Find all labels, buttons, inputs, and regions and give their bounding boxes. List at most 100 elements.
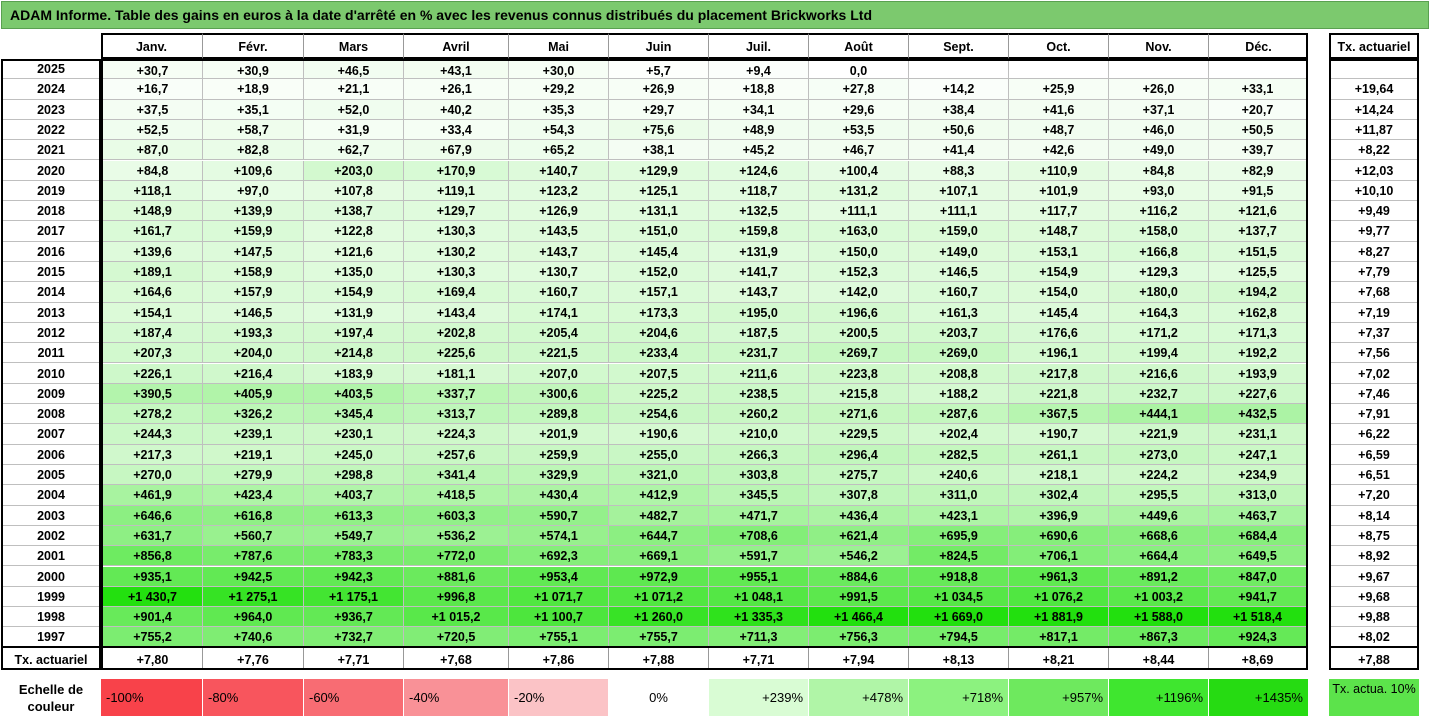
table-cell: +117,7 xyxy=(1008,201,1108,222)
table-cell: +224,2 xyxy=(1108,465,1208,486)
table-cell: +341,4 xyxy=(403,465,508,486)
table-cell: +214,8 xyxy=(303,343,403,364)
month-header: Sept. xyxy=(908,33,1008,59)
table-cell: +668,6 xyxy=(1108,525,1208,547)
table-cell: +166,8 xyxy=(1108,241,1208,262)
table-cell: +50,6 xyxy=(908,119,1008,141)
year-label: 2000 xyxy=(3,567,99,587)
table-cell: +901,4 xyxy=(103,607,202,628)
year-label: 2009 xyxy=(3,384,99,405)
table-cell: +211,6 xyxy=(708,363,808,384)
table-cell: +158,9 xyxy=(202,262,303,283)
table-cell: +111,1 xyxy=(908,201,1008,222)
year-label: 2003 xyxy=(3,506,99,526)
month-rate: +8,69 xyxy=(1208,648,1306,668)
table-cell: +46,5 xyxy=(303,61,403,80)
table-cell: +125,5 xyxy=(1208,262,1306,283)
year-rate: +6,22 xyxy=(1331,424,1417,445)
table-cell: +664,4 xyxy=(1108,546,1208,567)
table-cell: +171,3 xyxy=(1208,322,1306,344)
table-cell: +942,5 xyxy=(202,566,303,587)
table-cell: +817,1 xyxy=(1008,627,1108,646)
table-cell: +43,1 xyxy=(403,61,508,80)
table-cell: +130,3 xyxy=(403,262,508,283)
table-cell: +603,3 xyxy=(403,505,508,526)
table-cell: +755,2 xyxy=(103,627,202,646)
year-label: 2017 xyxy=(3,221,99,242)
table-cell: +205,4 xyxy=(508,322,608,344)
table-cell: +207,3 xyxy=(103,343,202,364)
year-label: 2018 xyxy=(3,201,99,222)
table-cell: +174,1 xyxy=(508,302,608,323)
month-rate: +7,88 xyxy=(608,648,708,668)
table-cell: +161,7 xyxy=(103,221,202,242)
year-label: 2019 xyxy=(3,181,99,202)
table-cell: +130,2 xyxy=(403,241,508,262)
table-cell: +217,8 xyxy=(1008,363,1108,384)
legend-swatch: +478% xyxy=(808,679,908,716)
table-cell: +367,5 xyxy=(1008,404,1108,425)
table-cell: +418,5 xyxy=(403,485,508,506)
table-cell: +153,1 xyxy=(1008,241,1108,262)
table-cell: +132,5 xyxy=(708,201,808,222)
table-cell: +118,1 xyxy=(103,180,202,202)
table-cell: +255,0 xyxy=(608,444,708,465)
year-rate: +9,67 xyxy=(1331,567,1417,587)
year-rate: +7,02 xyxy=(1331,364,1417,384)
table-cell: +1 071,2 xyxy=(608,586,708,608)
table-cell: +210,0 xyxy=(708,424,808,445)
table-cell: +161,3 xyxy=(908,302,1008,323)
year-rate: +7,37 xyxy=(1331,323,1417,344)
month-header: Juil. xyxy=(708,33,808,59)
table-cell: +867,3 xyxy=(1108,627,1208,646)
year-label: 2004 xyxy=(3,485,99,506)
table-cell: +756,3 xyxy=(808,627,908,646)
table-cell: +93,0 xyxy=(1108,180,1208,202)
year-rate: +7,68 xyxy=(1331,282,1417,303)
table-cell: +1 275,1 xyxy=(202,586,303,608)
table-cell: +891,2 xyxy=(1108,566,1208,587)
table-cell: +148,7 xyxy=(1008,221,1108,242)
table-cell: +991,5 xyxy=(808,586,908,608)
table-cell: +234,9 xyxy=(1208,465,1306,486)
table-cell: +783,3 xyxy=(303,546,403,567)
table-cell: +856,8 xyxy=(103,546,202,567)
table-cell: +26,9 xyxy=(608,79,708,100)
table-cell xyxy=(1108,61,1208,80)
year-rate: +12,03 xyxy=(1331,161,1417,181)
table-cell: +52,5 xyxy=(103,119,202,141)
table-cell: +9,4 xyxy=(708,61,808,80)
table-cell: +180,0 xyxy=(1108,282,1208,303)
table-cell: +289,8 xyxy=(508,404,608,425)
table-cell: +307,8 xyxy=(808,485,908,506)
table-cell: +145,4 xyxy=(608,241,708,262)
year-label: 2011 xyxy=(3,343,99,364)
table-cell: +207,0 xyxy=(508,363,608,384)
table-cell: +129,3 xyxy=(1108,262,1208,283)
table-cell: +54,3 xyxy=(508,119,608,141)
year-label: 2021 xyxy=(3,140,99,161)
table-cell: +269,7 xyxy=(808,343,908,364)
table-cell: +221,5 xyxy=(508,343,608,364)
year-rate: +14,24 xyxy=(1331,100,1417,120)
table-cell: +5,7 xyxy=(608,61,708,80)
table-cell: +26,0 xyxy=(1108,79,1208,100)
year-rate: +9,88 xyxy=(1331,607,1417,628)
table-cell: +247,1 xyxy=(1208,444,1306,465)
month-header: Janv. xyxy=(101,33,202,59)
table-cell: +152,0 xyxy=(608,262,708,283)
table-cell: +233,4 xyxy=(608,343,708,364)
table-cell: +787,6 xyxy=(202,546,303,567)
table-cell: +230,1 xyxy=(303,424,403,445)
table-cell xyxy=(1208,61,1306,80)
year-rate: +7,56 xyxy=(1331,343,1417,364)
table-cell: +84,8 xyxy=(1108,160,1208,181)
table-cell: +232,7 xyxy=(1108,383,1208,405)
table-cell: +270,0 xyxy=(103,465,202,486)
table-cell: +574,1 xyxy=(508,525,608,547)
table-cell: +35,3 xyxy=(508,99,608,120)
table-cell: +621,4 xyxy=(808,525,908,547)
table-cell: +847,0 xyxy=(1208,566,1306,587)
table-cell: +131,9 xyxy=(303,302,403,323)
table-cell: +942,3 xyxy=(303,566,403,587)
